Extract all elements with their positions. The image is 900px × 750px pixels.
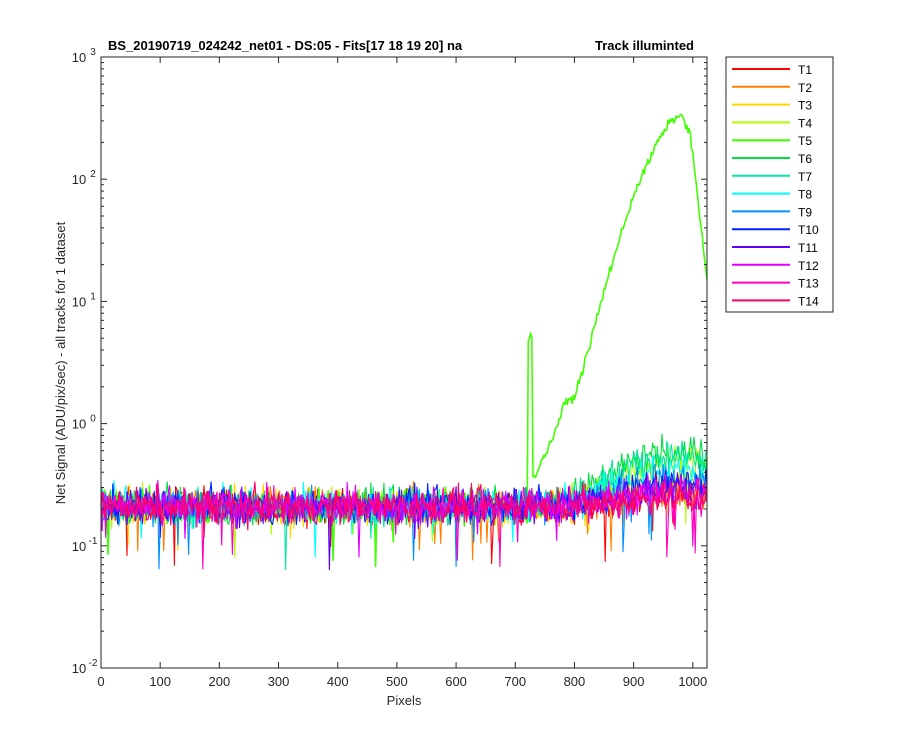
y-tick-label: 10 [72,294,86,309]
legend-label-t3: T3 [798,99,812,113]
chart-title: BS_20190719_024242_net01 - DS:05 - Fits[… [108,38,463,53]
legend-label-t7: T7 [798,170,812,184]
x-tick-label: 600 [445,674,467,689]
legend-label-t4: T4 [798,116,812,130]
legend-label-t12: T12 [798,259,819,273]
x-tick-label: 200 [209,674,231,689]
y-tick-exponent: -1 [89,536,98,547]
plot-frame [100,56,708,669]
x-tick-label: 300 [268,674,290,689]
x-tick-label: 100 [149,674,171,689]
series-line-t14 [100,480,708,539]
legend-label-t6: T6 [798,152,812,166]
chart-title-right: Track illuminted [595,38,694,53]
legend-label-t8: T8 [798,188,812,202]
y-tick-exponent: 1 [90,291,96,302]
x-tick-label: 1000 [678,674,707,689]
legend-label-t9: T9 [798,205,812,219]
legend-label-t13: T13 [798,277,819,291]
legend-label-t14: T14 [798,294,819,308]
y-tick-exponent: 0 [90,414,96,425]
legend-label-t5: T5 [798,134,812,148]
legend-box [725,56,834,313]
legend-label-t10: T10 [798,223,819,237]
y-tick-label: 10 [72,417,86,432]
y-axis-label: Net Signal (ADU/pix/sec) - all tracks fo… [53,221,68,504]
x-tick-label: 800 [564,674,586,689]
x-tick-label: 700 [504,674,526,689]
y-tick-exponent: 3 [90,47,96,58]
y-tick-label: 10 [72,661,86,676]
legend-label-t2: T2 [798,81,812,95]
y-tick-label: 10 [72,539,86,554]
y-tick-exponent: 2 [90,169,96,180]
y-tick-exponent: -2 [89,658,98,669]
series-layer [100,113,708,571]
plot-area: 0 100 200 300 400 500 600 700 800 900 1000 10 -210-… [72,47,708,689]
x-axis-label: Pixels [387,693,422,708]
x-tick-label: 0 [97,674,104,689]
x-tick-label: 900 [623,674,645,689]
legend-label-t1: T1 [798,63,812,77]
x-tick-label: 400 [327,674,349,689]
legend: T1 T2 T3 T4 T5 T6 T7 T8 T9 T10 T11 T12 T13 T14 [725,56,834,313]
legend-label-t11: T11 [798,241,818,255]
y-tick-label: 10 [72,50,86,65]
x-axis-ticks: 0 100 200 300 400 500 600 700 800 900 1000 [97,57,707,689]
x-tick-label: 500 [386,674,408,689]
y-tick-label: 10 [72,172,86,187]
